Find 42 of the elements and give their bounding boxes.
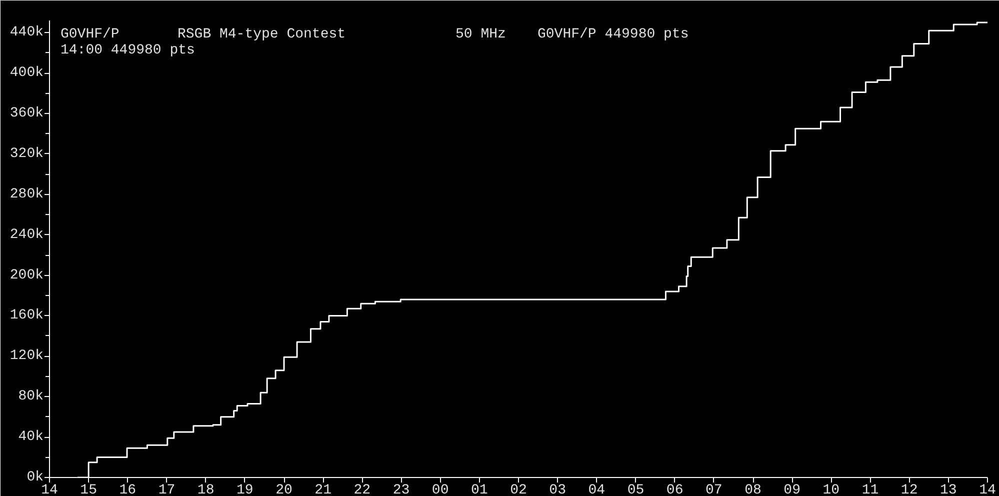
x-tick-label: 00 — [432, 482, 449, 496]
y-tick-label: 0k — [26, 470, 44, 486]
x-tick-label: 03 — [549, 482, 566, 496]
y-tick-label: 280k — [10, 186, 44, 202]
x-tick-label: 17 — [158, 482, 176, 496]
text: RSGB M4-type Contest — [178, 26, 346, 42]
annotation: 50 MHz — [456, 26, 506, 42]
x-tick-label: 14 — [41, 482, 58, 496]
x-tick-label: 23 — [392, 482, 410, 496]
x-tick-label: 06 — [666, 482, 684, 496]
annotation: G0VHF/P — [60, 26, 120, 42]
x-tick-label: 12 — [900, 482, 918, 496]
y-tick-label: 400k — [10, 65, 44, 82]
x-tick-label: 11 — [862, 482, 879, 496]
y-tick-label: 440k — [10, 24, 44, 41]
y-tick-label: 320k — [10, 146, 44, 162]
x-tick-label: 07 — [706, 482, 722, 496]
x-tick-label: 05 — [627, 482, 644, 496]
y-tick-label: 80k — [18, 388, 44, 405]
annotation: 14:00 449980 pts — [60, 42, 195, 58]
x-tick-label: 13 — [940, 482, 957, 496]
x-tick-label: 01 — [471, 482, 488, 496]
x-tick-label: 19 — [236, 482, 254, 496]
annotation: G0VHF/P 449980 pts — [538, 26, 689, 42]
x-tick-label: 09 — [784, 482, 800, 496]
x-tick-label: 04 — [588, 482, 606, 496]
y-tick-label: 360k — [10, 106, 44, 122]
y-tick-label: 200k — [10, 267, 44, 284]
y-tick-label: 40k — [18, 429, 44, 446]
x-tick-label: 14 — [979, 482, 996, 496]
x-tick-label: 15 — [80, 482, 97, 496]
x-tick-label: 16 — [119, 482, 136, 496]
x-tick-label: 08 — [744, 482, 762, 496]
x-tick-label: 21 — [314, 482, 332, 496]
y-tick-label: 160k — [10, 308, 44, 324]
x-tick-label: 20 — [276, 482, 292, 496]
x-tick-label: 02 — [510, 482, 527, 496]
y-tick-label: 240k — [10, 226, 44, 243]
x-tick-label: 18 — [197, 482, 214, 496]
y-tick-label: 120k — [10, 348, 44, 364]
x-tick-label: 10 — [822, 482, 840, 496]
x-tick-label: 22 — [354, 482, 371, 496]
